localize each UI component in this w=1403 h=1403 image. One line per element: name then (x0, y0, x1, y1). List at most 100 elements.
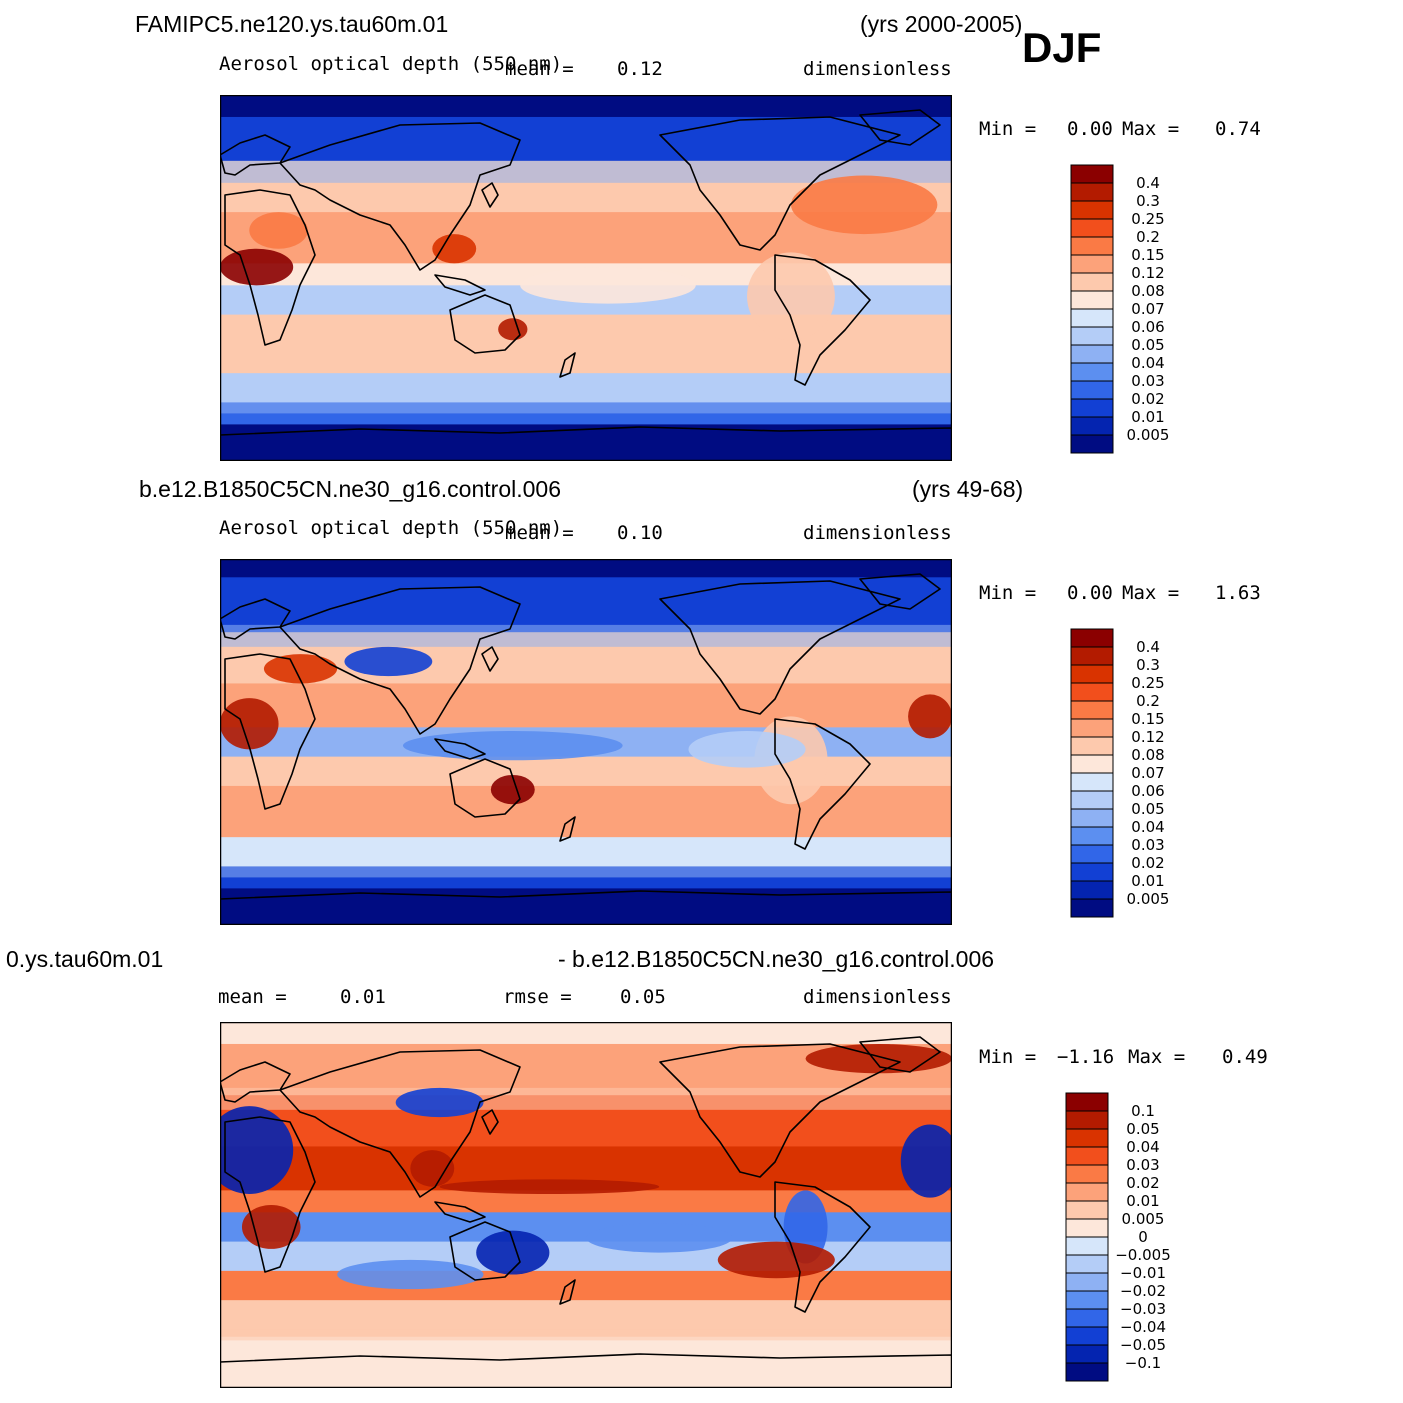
colorbar1-tick-label: 0.15 (1131, 246, 1164, 264)
map1-field-band (220, 160, 952, 183)
panel1-max-label: Max = (1122, 118, 1180, 140)
colorbar2-tick-label: 0.01 (1131, 872, 1164, 890)
panel3-mean-label: mean = (218, 986, 287, 1008)
colorbar1-tick-label: 0.06 (1131, 318, 1164, 336)
colorbar2-tick-label: 0.05 (1131, 800, 1164, 818)
colorbar2-swatch (1070, 808, 1114, 828)
map3-coastline (659, 1043, 901, 1178)
map1-field-feature (498, 318, 528, 341)
panel2-variable: Aerosol optical depth (550 nm) (219, 517, 563, 539)
panel3-rmse-value: 0.05 (620, 986, 666, 1008)
panel2-max-value: 1.63 (1215, 582, 1261, 604)
map1-field-feature (520, 267, 696, 304)
panel1-mean-value: 0.12 (617, 58, 663, 80)
panel1-map (220, 95, 952, 461)
colorbar1-swatch (1070, 362, 1114, 382)
panel2-max-label: Max = (1122, 582, 1180, 604)
map3-field-band (220, 1212, 952, 1243)
panel2-mean-label: mean = (505, 522, 574, 544)
colorbar1-swatch (1070, 344, 1114, 364)
panel2-units: dimensionless (803, 522, 952, 544)
map3-field-band (220, 1329, 952, 1341)
map2-field-feature (220, 698, 279, 750)
map2-field-band (220, 577, 952, 634)
map3-coastline (279, 1049, 521, 1198)
map3-frame (220, 1022, 952, 1388)
map1-coastline (559, 352, 576, 378)
colorbar3-tick-label: 0.005 (1122, 1210, 1165, 1228)
panel2-min-value: 0.00 (1067, 582, 1113, 604)
colorbar3-tick-label: 0.02 (1126, 1174, 1159, 1192)
panel2-mean-value: 0.10 (617, 522, 663, 544)
map2-field-feature (688, 731, 806, 768)
colorbar3-swatch (1065, 1164, 1109, 1184)
panel3-rmse-label: rmse = (503, 986, 572, 1008)
colorbar3-swatch (1065, 1326, 1109, 1346)
colorbar1-tick-label: 0.005 (1127, 426, 1170, 444)
map1-coastline (774, 254, 871, 386)
colorbar3-swatch (1065, 1362, 1109, 1382)
map3-field-feature (337, 1259, 484, 1290)
map2-coastline (859, 573, 941, 610)
colorbar1-tick-label: 0.12 (1131, 264, 1164, 282)
map1-field-band (220, 402, 952, 414)
map3-field-feature (395, 1087, 484, 1118)
map3-field-feature (476, 1230, 550, 1275)
panel2-case-title: b.e12.B1850C5CN.ne30_g16.control.006 (139, 476, 561, 502)
panel1-units: dimensionless (803, 58, 952, 80)
map2-field-band (220, 756, 952, 787)
map1-coastline (481, 182, 499, 208)
colorbar2-tick-label: 0.3 (1136, 656, 1160, 674)
panel3-mean-value: 0.01 (340, 986, 386, 1008)
map3-coastline (859, 1036, 941, 1073)
panel1-variable: Aerosol optical depth (550 nm) (219, 53, 563, 75)
map2-field-feature (403, 731, 623, 761)
map1-field-feature (432, 234, 477, 264)
map2-field-feature (908, 694, 952, 739)
map3-field-feature (439, 1179, 660, 1195)
colorbar1-tick-label: 0.03 (1131, 372, 1164, 390)
panel3-map (220, 1022, 952, 1388)
colorbar1-swatch (1070, 236, 1114, 256)
map2-coastline (220, 890, 952, 925)
colorbar2-tick-label: 0.2 (1136, 692, 1160, 710)
panel1-mean-label: mean = (505, 58, 574, 80)
map3-coastline (774, 1181, 871, 1313)
map1-field-feature (249, 212, 308, 249)
panel2-min-label: Min = (979, 582, 1037, 604)
colorbar3-swatch (1065, 1344, 1109, 1364)
map1-coastline (859, 109, 941, 146)
map1-field-band (220, 373, 952, 404)
map3-field-band (220, 1022, 952, 1045)
colorbar3-swatch (1065, 1146, 1109, 1166)
colorbar3-swatch (1065, 1218, 1109, 1238)
colorbar1-tick-label: 0.3 (1136, 192, 1160, 210)
colorbar3-tick-label: 0.04 (1126, 1138, 1159, 1156)
colorbar1-swatch (1070, 200, 1114, 220)
colorbar3-swatch (1065, 1236, 1109, 1256)
map3-field-feature (241, 1205, 301, 1249)
colorbar2-tick-label: 0.005 (1127, 890, 1170, 908)
map2-coastline (659, 580, 901, 715)
map3-field-feature (805, 1043, 952, 1074)
map3-coastline (481, 1109, 499, 1135)
map2-field-feature (344, 646, 433, 677)
colorbar3-swatch (1065, 1308, 1109, 1328)
colorbar3-tick-label: 0.1 (1131, 1102, 1155, 1120)
colorbar2-swatch (1070, 826, 1114, 846)
colorbar2-tick-label: 0.02 (1131, 854, 1164, 872)
map3-field-feature (220, 1106, 294, 1195)
colorbar2-swatch (1070, 844, 1114, 864)
colorbar1-swatch (1070, 308, 1114, 328)
colorbar2-tick-label: 0.4 (1136, 638, 1160, 656)
colorbar1-swatch (1070, 434, 1114, 454)
map3-field-feature (900, 1124, 952, 1198)
colorbar3-tick-label: −0.02 (1120, 1282, 1166, 1300)
colorbar2-swatch (1070, 880, 1114, 900)
map3-field-feature (410, 1150, 455, 1187)
colorbar1-swatch (1070, 326, 1114, 346)
map2-coastline (774, 718, 871, 850)
panel1-min-value: 0.00 (1067, 118, 1113, 140)
panel1-max-value: 0.74 (1215, 118, 1261, 140)
colorbar1-tick-label: 0.01 (1131, 408, 1164, 426)
